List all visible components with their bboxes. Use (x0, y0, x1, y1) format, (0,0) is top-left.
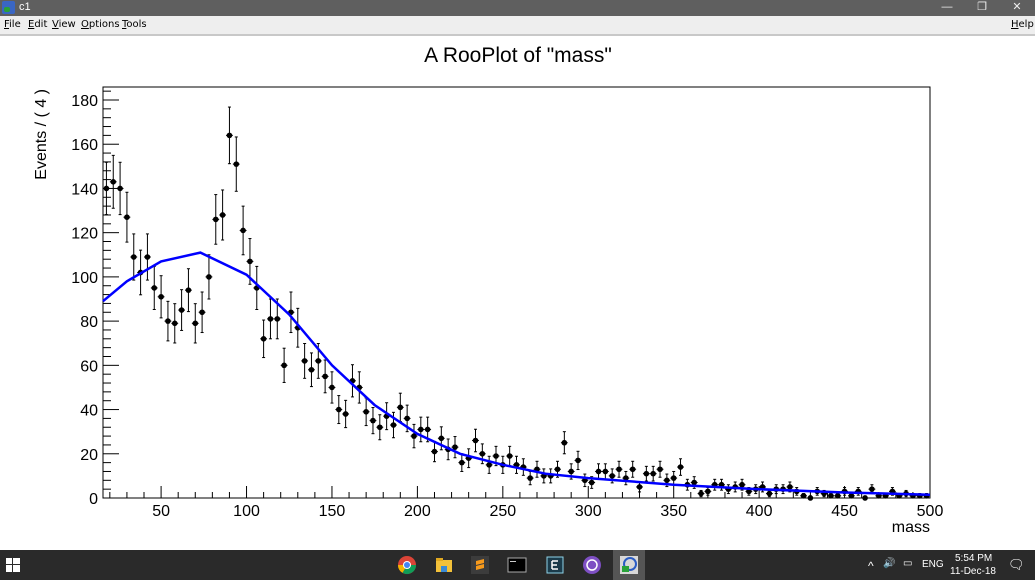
svg-text:400: 400 (746, 503, 773, 520)
data-points (103, 106, 930, 501)
root-canvas[interactable]: A RooPlot of "mass" Events / ( 4 ) mass … (0, 36, 1035, 550)
menu-file[interactable]: File (4, 19, 21, 30)
plot-frame (102, 86, 931, 499)
windows-start-icon[interactable] (6, 558, 20, 572)
svg-text:50: 50 (152, 503, 170, 520)
file-explorer-icon[interactable] (434, 555, 454, 575)
x-axis-label: mass (892, 519, 930, 536)
svg-text:500: 500 (917, 503, 944, 520)
maximize-button[interactable]: ❐ (977, 1, 987, 13)
axes: 50 100 150 200 250 300 350 400 450 500 0 20 40 60 80 10… (71, 90, 944, 520)
svg-text:0: 0 (89, 491, 98, 508)
svg-text:300: 300 (575, 503, 602, 520)
chrome-icon[interactable] (397, 555, 417, 575)
svg-text:250: 250 (489, 503, 516, 520)
notifications-icon[interactable]: 🗨 (1008, 557, 1025, 572)
svg-text:350: 350 (660, 503, 687, 520)
svg-text:80: 80 (80, 314, 98, 331)
clock-time[interactable]: 5:54 PM (955, 553, 993, 564)
svg-text:100: 100 (71, 270, 98, 287)
menu-view[interactable]: View (52, 19, 76, 30)
svg-text:150: 150 (319, 503, 346, 520)
root-taskbar-icon[interactable] (613, 550, 645, 580)
title-bar: c1 — ❐ ✕ (0, 0, 1035, 16)
tor-browser-icon[interactable] (582, 555, 602, 575)
minimize-button[interactable]: — (941, 1, 953, 13)
svg-text:450: 450 (831, 503, 858, 520)
sublime-text-icon[interactable] (470, 555, 490, 575)
menu-bar: File Edit View Options Tools Help (0, 16, 1035, 36)
window-title: c1 (19, 1, 31, 13)
svg-text:140: 140 (71, 181, 98, 198)
network-icon[interactable]: ▭ (903, 558, 913, 569)
y-axis-label: Events / ( 4 ) (33, 89, 50, 180)
clock-date[interactable]: 11-Dec-18 (950, 566, 996, 577)
terminal-icon[interactable] (507, 555, 527, 575)
svg-text:180: 180 (71, 93, 98, 110)
model-curve (102, 251, 931, 496)
svg-text:40: 40 (80, 403, 98, 420)
menu-options[interactable]: Options (81, 19, 120, 30)
volume-icon[interactable]: 🔊 (883, 558, 896, 569)
root-app-icon (2, 1, 15, 14)
menu-tools[interactable]: Tools (122, 19, 147, 30)
taskbar: ^ 🔊 ▭ ENG 5:54 PM 11-Dec-18 🗨 (0, 550, 1035, 580)
menu-help[interactable]: Help (1011, 19, 1034, 30)
close-button[interactable]: ✕ (1012, 1, 1022, 13)
svg-text:20: 20 (80, 447, 98, 464)
svg-text:60: 60 (80, 358, 98, 375)
svg-text:200: 200 (404, 503, 431, 520)
svg-text:100: 100 (233, 503, 260, 520)
show-hidden-icons[interactable]: ^ (868, 559, 874, 573)
chart-title: A RooPlot of "mass" (424, 44, 612, 67)
language-indicator[interactable]: ENG (922, 559, 944, 570)
menu-edit[interactable]: Edit (28, 19, 48, 30)
app-e-icon[interactable] (545, 555, 565, 575)
svg-text:120: 120 (71, 226, 98, 243)
rooplot-chart[interactable]: A RooPlot of "mass" Events / ( 4 ) mass … (0, 36, 1035, 550)
svg-text:160: 160 (71, 137, 98, 154)
